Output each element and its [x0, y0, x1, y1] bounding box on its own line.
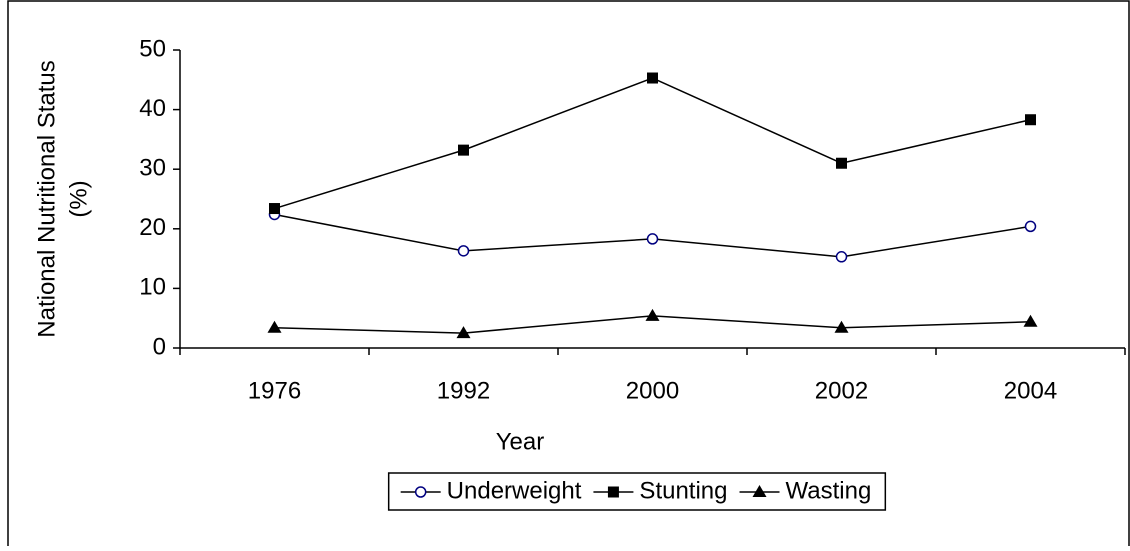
- marker: [752, 485, 767, 497]
- x-tick-label: 1992: [437, 377, 490, 404]
- marker: [646, 233, 659, 245]
- marker: [1024, 220, 1037, 233]
- y-tick-label: 40: [139, 95, 166, 122]
- y-tick-label: 10: [139, 274, 166, 301]
- series-line: [274, 77, 1031, 210]
- marker: [607, 486, 619, 498]
- legend-label: Wasting: [786, 477, 872, 504]
- marker: [267, 320, 282, 333]
- chart-frame: [7, 0, 1130, 551]
- x-tick-label: 2000: [626, 377, 679, 404]
- marker: [414, 486, 427, 498]
- y-tick-label: 0: [153, 333, 166, 360]
- y-tick-label: 50: [139, 35, 166, 62]
- x-axis-label: Year: [496, 428, 545, 455]
- marker: [458, 144, 469, 156]
- marker: [1023, 314, 1038, 327]
- legend-item: Underweight: [400, 477, 582, 504]
- x-tick-label: 2004: [1004, 377, 1057, 404]
- legend: Underweight Stunting Wasting: [387, 472, 887, 511]
- marker: [647, 72, 658, 84]
- legend-item: Stunting: [593, 477, 728, 504]
- legend-label: Stunting: [639, 477, 727, 504]
- x-tick-label: 1976: [248, 377, 301, 404]
- marker: [457, 245, 470, 257]
- marker: [456, 326, 471, 339]
- y-tick-label: 20: [139, 214, 166, 241]
- marker: [269, 203, 280, 215]
- marker: [835, 251, 848, 263]
- y-axis-label: National Nutritional Status: [33, 60, 60, 337]
- marker: [645, 308, 660, 321]
- marker: [834, 320, 849, 333]
- y-tick-label: 30: [139, 155, 166, 182]
- legend-label: Underweight: [447, 477, 582, 504]
- legend-box: [387, 472, 887, 511]
- marker: [836, 157, 847, 169]
- x-tick-label: 2002: [815, 377, 868, 404]
- marker: [1025, 114, 1036, 126]
- y-axis-label: (%): [65, 180, 92, 217]
- legend-item: Wasting: [739, 477, 872, 504]
